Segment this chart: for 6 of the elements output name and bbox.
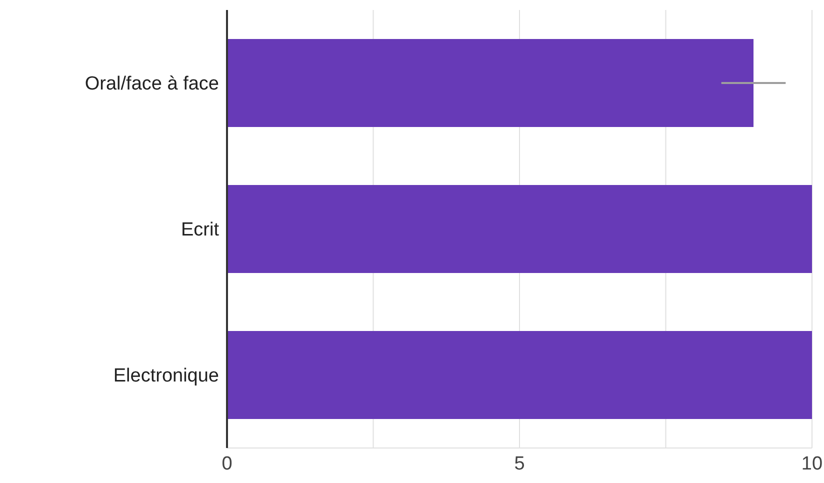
y-tick-label: Electronique xyxy=(113,366,219,387)
x-tick-label: 0 xyxy=(222,453,232,474)
x-tick-label: 5 xyxy=(514,453,525,474)
y-tick-label: Oral/face à face xyxy=(84,74,219,95)
y-tick-label: Ecrit xyxy=(181,220,220,241)
x-tick-label: 10 xyxy=(801,453,823,474)
